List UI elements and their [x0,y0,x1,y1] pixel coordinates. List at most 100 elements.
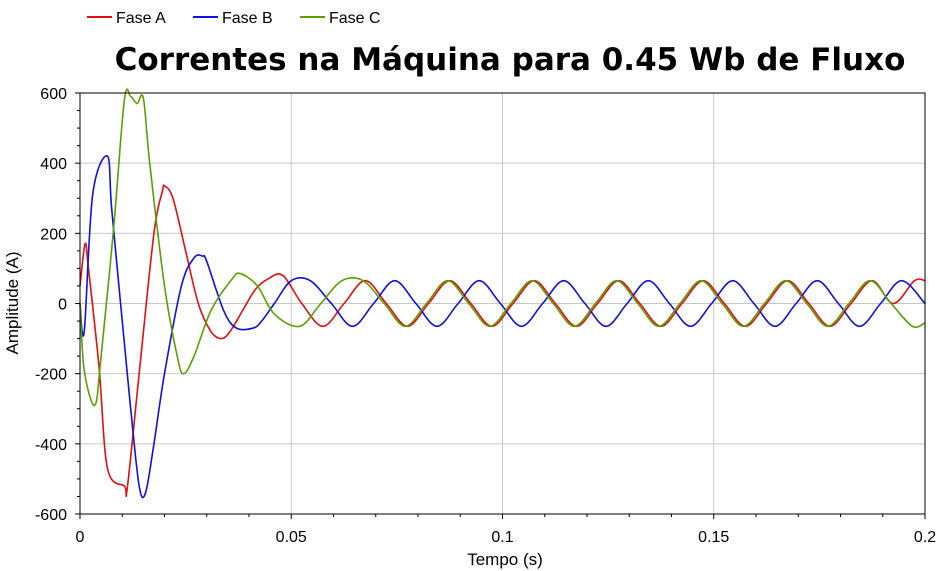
data-point [362,280,364,282]
data-point [795,303,797,305]
data-point [94,404,96,406]
data-point [732,280,734,282]
data-point [753,303,755,305]
y-tick-label: 400 [40,156,67,173]
data-point [185,250,187,252]
y-tick-label: -600 [35,507,67,524]
data-point [210,331,212,333]
data-point [138,485,140,487]
data-point [510,303,512,305]
x-axis-ticks: 0 0.05 0.1 0.15 0.2 [76,514,936,546]
data-point [626,303,628,305]
data-point [83,331,85,333]
data-point [341,280,343,282]
data-point [320,303,322,305]
data-point [700,280,702,282]
legend-item: Fase B [193,10,273,27]
data-point [489,326,491,328]
data-point [206,261,208,263]
data-point [447,280,449,282]
data-point [107,468,109,470]
data-point [373,303,375,305]
data-point [162,190,164,192]
data-point [901,280,903,282]
data-point [774,326,776,328]
data-point [595,303,597,305]
y-axis-ticks: -600 -400 -200 0 200 400 600 [35,86,80,524]
data-point [172,197,174,199]
legend-label: Fase C [329,10,381,27]
data-point [282,275,284,277]
data-point [521,326,523,328]
data-point [914,280,916,282]
data-point [838,303,840,305]
data-point [221,338,223,340]
data-point [542,303,544,305]
data-point [164,285,166,287]
data-point [343,303,345,305]
x-tick-label: 0 [76,529,85,546]
data-point [616,280,618,282]
data-point [816,280,818,282]
x-tick-label: 0.05 [276,529,307,546]
data-point [124,99,126,101]
data-point [827,326,829,328]
data-point [584,303,586,305]
x-axis-label: Tempo (s) [467,550,543,569]
data-point [679,303,681,305]
data-point [124,485,126,487]
data-point [183,373,185,375]
data-point [478,280,480,282]
data-point [426,303,428,305]
legend-label: Fase B [222,10,273,27]
y-tick-label: 200 [40,226,67,243]
data-point [176,355,178,357]
x-tick-label: 0.1 [491,529,513,546]
data-point [193,257,195,259]
data-point [743,326,745,328]
data-point [322,326,324,328]
data-point [848,303,850,305]
data-point [113,226,115,228]
data-point [111,208,113,210]
data-point [383,303,385,305]
data-point [164,185,166,187]
data-point [240,273,242,275]
data-point [127,487,129,489]
legend-item: Fase C [300,10,381,27]
data-point [236,327,238,329]
data-point [143,97,145,99]
y-axis-label: Amplitude (A) [3,252,22,355]
data-point [198,303,200,305]
data-point [193,355,195,357]
data-point [83,369,85,371]
data-point [229,331,231,333]
data-point [764,303,766,305]
data-point [252,327,254,329]
data-point [869,280,871,282]
legend-item: Fase A [87,10,166,27]
data-point [415,303,417,305]
data-point [84,243,86,245]
data-point [181,285,183,287]
data-point [267,278,269,280]
data-point [130,408,132,410]
data-point [394,280,396,282]
data-point [405,326,407,328]
data-point [100,355,102,357]
data-point [669,303,671,305]
data-point [145,492,147,494]
data-point [563,280,565,282]
series-line-fase-a [79,184,926,498]
legend-label: Fase A [116,10,166,27]
data-point [500,303,502,305]
data-point [153,443,155,445]
data-point [202,255,204,257]
data-point [806,303,808,305]
legend: Fase A Fase B Fase C [87,10,381,27]
data-point [574,326,576,328]
data-point [255,289,257,291]
data-point [299,326,301,328]
data-point [164,373,166,375]
